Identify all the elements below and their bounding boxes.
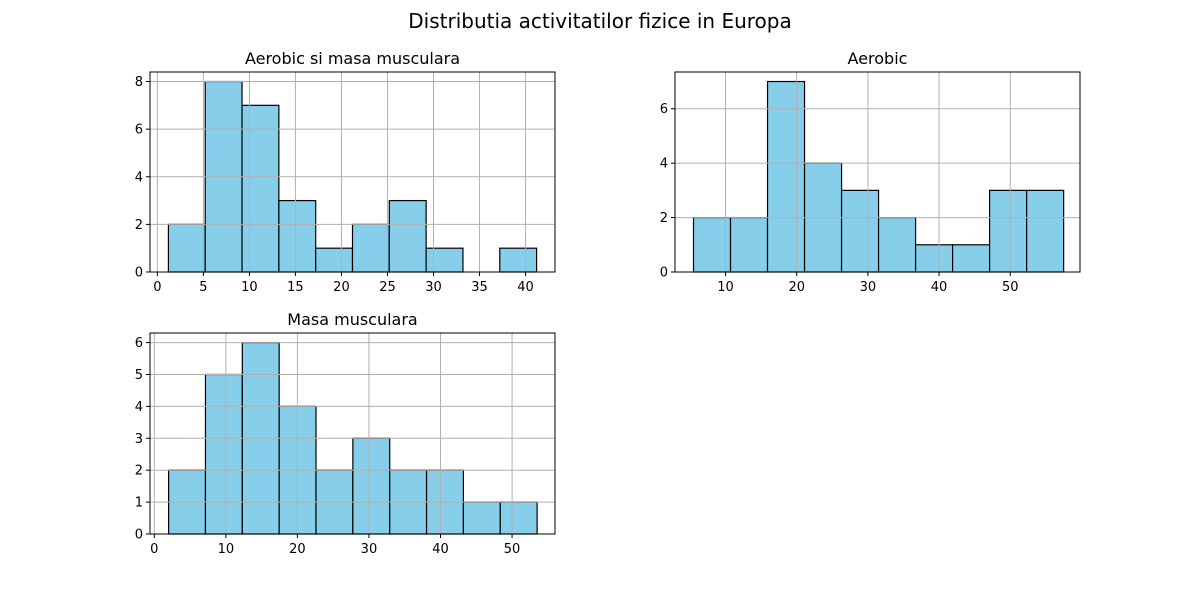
x-tick-label: 30 [361,542,378,557]
x-tick-label: 50 [1002,280,1019,295]
y-tick-label: 3 [135,432,143,447]
x-tick-label: 5 [199,280,207,295]
y-tick-label: 1 [135,496,143,511]
y-tick-label: 8 [135,75,143,90]
y-tick-label: 6 [660,102,668,117]
x-tick-label: 10 [218,542,235,557]
histogram-bar [278,199,317,273]
y-tick-label: 4 [660,157,668,172]
histogram-bar [692,216,732,273]
panel-title: Aerobic [848,49,908,68]
y-tick-label: 4 [135,400,143,415]
histogram-bar [989,189,1028,273]
x-tick-label: 40 [931,280,948,295]
figure-title: Distributia activitatilor fizice in Euro… [408,9,791,33]
x-tick-label: 10 [717,280,734,295]
histogram-bar [729,216,769,273]
y-tick-label: 6 [135,336,143,351]
x-tick-label: 15 [287,280,304,295]
y-tick-label: 6 [135,123,143,138]
histogram-bar [204,373,243,535]
y-tick-label: 0 [135,266,143,281]
y-tick-label: 0 [660,266,668,281]
y-tick-label: 2 [660,211,668,226]
histogram-bar [914,244,954,273]
x-tick-label: 35 [471,280,488,295]
histogram-bar [840,189,880,273]
x-tick-label: 0 [153,280,161,295]
histogram-bar [766,80,806,273]
axes-frame [674,71,1081,273]
histogram-bar [499,501,538,535]
x-tick-label: 30 [860,280,877,295]
x-tick-label: 30 [425,280,442,295]
histogram-bar [425,247,464,273]
histogram-bar [167,223,206,273]
histogram-bar [351,223,390,273]
histogram-bar [352,437,391,535]
x-tick-label: 20 [788,280,805,295]
histogram-bar [499,247,538,273]
y-tick-label: 5 [135,368,143,383]
axes-frame [149,71,556,273]
histogram-panel-aerobic-si-masa-musculara: 0 5 10 15 20 25 30 35 40 0 2 4 6 8 Aerobic si masa mus… [135,49,556,295]
x-tick-label: 40 [432,542,449,557]
panel-title: Masa musculara [287,310,417,329]
axes-frame [149,332,556,535]
x-tick-label: 0 [150,542,158,557]
histogram-bar [877,216,917,273]
y-tick-label: 0 [135,528,143,543]
x-tick-label: 25 [379,280,396,295]
x-tick-label: 10 [241,280,258,295]
histogram-bar [241,104,280,273]
y-tick-label: 2 [135,464,143,479]
y-tick-label: 4 [135,170,143,185]
y-tick-label: 2 [135,218,143,233]
x-tick-label: 40 [517,280,534,295]
panel-title: Aerobic si masa musculara [245,49,460,68]
histogram-bar [1026,189,1065,273]
histogram-bar [462,501,501,535]
histogram-bar [388,199,427,273]
x-tick-label: 20 [289,542,306,557]
x-tick-label: 50 [504,542,521,557]
histogram-bar [951,244,991,273]
histogram-panel-masa-musculara: 0 10 20 30 40 50 0 1 2 3 4 5 6 Masa musculara [135,310,556,557]
histogram-bar [315,247,354,273]
histogram-panel-aerobic: 10 20 30 40 50 0 2 4 6 Aerobic [660,49,1081,295]
x-tick-label: 20 [333,280,350,295]
